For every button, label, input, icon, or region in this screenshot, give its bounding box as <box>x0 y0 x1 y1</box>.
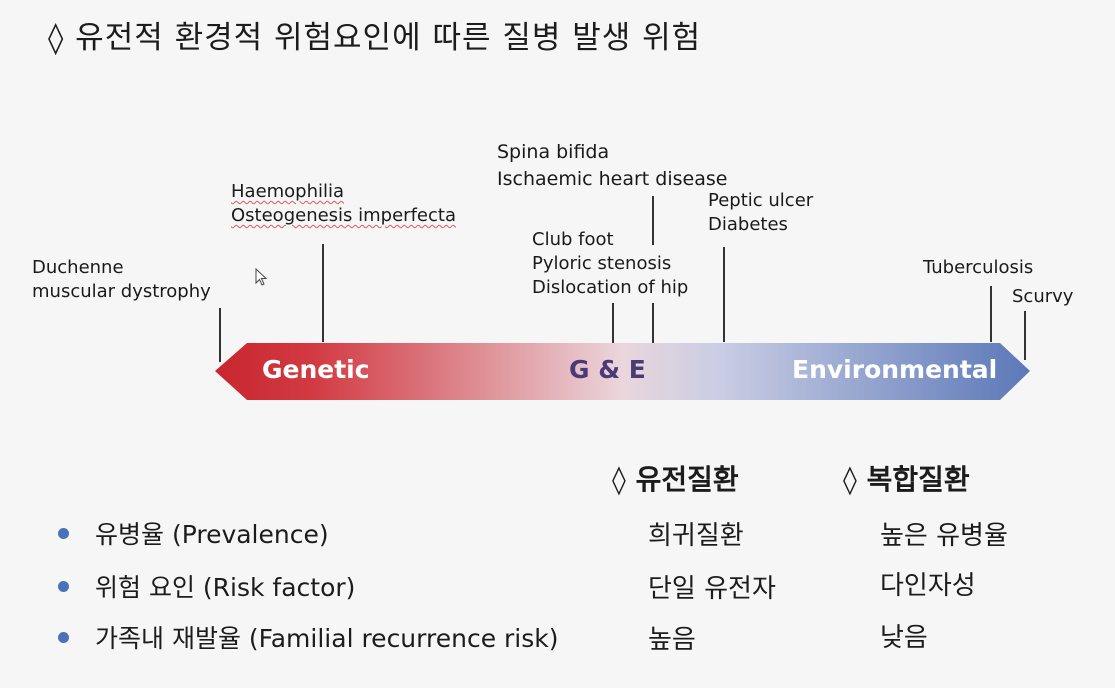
row-label-prevalence: 유병율 (Prevalence) <box>58 515 329 551</box>
spectrum-arrow-shape <box>215 343 1030 400</box>
cell-genetic-prevalence: 희귀질환 <box>648 521 744 551</box>
label-duchenne: Duchenne muscular dystrophy <box>32 257 211 302</box>
cell-complex-risk-factor: 다인자성 <box>880 571 976 601</box>
cell-complex-recurrence: 낮음 <box>880 623 928 653</box>
column-header-complex-disease: ◊ 복합질환 <box>843 463 970 496</box>
row-label-familial-recurrence: 가족내 재발율 (Familial recurrence risk) <box>58 619 559 655</box>
tick-duchenne <box>219 308 221 362</box>
label-haemophilia: Haemophilia Osteogenesis imperfecta <box>231 181 456 226</box>
label-genetic: Genetic <box>262 355 370 384</box>
row-label-risk-factor: 위험 요인 (Risk factor) <box>58 568 355 604</box>
tick-spina-bifida-upper <box>652 196 654 245</box>
label-spina-bifida: Spina bifida Ischaemic heart disease <box>497 141 728 190</box>
label-peptic-ulcer: Peptic ulcer Diabetes <box>708 190 814 235</box>
bullet-dot-icon <box>58 527 69 539</box>
cell-complex-prevalence: 높은 유병율 <box>880 521 1008 551</box>
tick-tuberculosis <box>990 286 992 342</box>
label-environmental: Environmental <box>792 355 998 384</box>
label-tuberculosis: Tuberculosis <box>923 257 1034 278</box>
tick-scurvy <box>1024 311 1026 360</box>
label-scurvy: Scurvy <box>1012 286 1074 307</box>
tick-peptic-ulcer <box>723 247 725 342</box>
tick-haemophilia <box>322 244 324 342</box>
bullet-dot-icon <box>58 631 69 643</box>
column-header-genetic-disease: ◊ 유전질환 <box>612 463 739 496</box>
label-g-and-e: G & E <box>569 355 646 384</box>
bullet-dot-icon <box>58 580 69 592</box>
tick-club-foot <box>612 303 614 343</box>
tick-spina-bifida-lower <box>652 303 654 343</box>
cell-genetic-risk-factor: 단일 유전자 <box>648 574 776 604</box>
page-title: ◊ 유전적 환경적 위험요인에 따른 질병 발생 위험 <box>48 20 702 56</box>
mouse-cursor-icon <box>255 268 268 286</box>
cell-genetic-recurrence: 높음 <box>648 625 696 655</box>
label-club-foot: Club foot Pyloric stenosis Dislocation o… <box>532 229 689 298</box>
